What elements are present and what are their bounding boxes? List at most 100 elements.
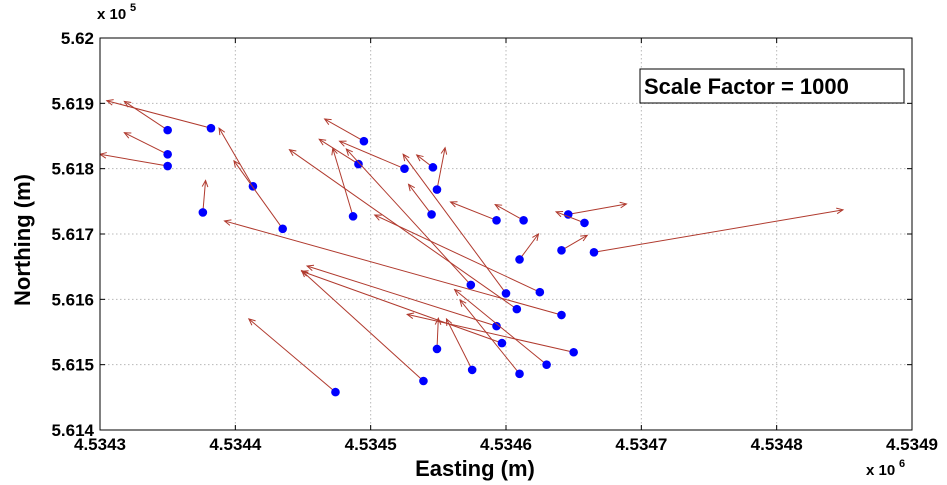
vector <box>494 204 528 225</box>
y-multiplier-exponent: 5 <box>130 2 136 14</box>
vector <box>563 201 628 219</box>
y-tick-label: 5.616 <box>51 290 94 309</box>
y-multiplier-base: x 10 <box>97 6 126 23</box>
vector-arrowhead <box>440 146 448 155</box>
vector-shaft <box>402 153 507 294</box>
vector-shaft <box>224 220 562 316</box>
station-point <box>519 215 528 225</box>
tick-marks <box>99 37 913 431</box>
vector-arrowhead <box>288 149 297 156</box>
vector <box>449 201 501 225</box>
x-tick-label: 4.5348 <box>751 435 803 454</box>
vector-shaft <box>332 148 354 217</box>
vector-arrowhead <box>247 318 256 326</box>
vector-arrowhead <box>300 269 309 278</box>
vector-arrowhead <box>434 317 442 325</box>
station-point <box>198 208 208 217</box>
vector <box>123 100 172 135</box>
vector-shaft <box>301 270 503 344</box>
x-tick-label: 4.5346 <box>480 435 532 454</box>
vector <box>406 312 578 357</box>
vector-arrowhead <box>402 153 410 162</box>
station-point <box>428 163 438 172</box>
vector-arrowhead <box>415 154 424 162</box>
vector-arrowhead <box>836 207 845 215</box>
vector-arrowhead <box>494 204 503 211</box>
vector-arrowhead <box>445 317 453 326</box>
vector-shaft <box>306 265 497 327</box>
vector <box>453 288 551 369</box>
station-point <box>497 338 507 348</box>
vector-shaft <box>374 214 541 293</box>
y-tick-label: 5.614 <box>51 421 94 440</box>
station-point <box>427 210 436 219</box>
vector <box>557 234 589 255</box>
vector-arrowhead <box>233 159 241 168</box>
vector-arrowhead <box>373 214 382 221</box>
vector-shaft <box>519 233 539 260</box>
station-point <box>206 123 216 133</box>
station-point <box>467 365 477 375</box>
x-tick-label: 4.5349 <box>886 435 938 454</box>
annotation-box <box>639 68 905 104</box>
vector-arrowhead <box>580 234 589 242</box>
vector <box>589 207 845 257</box>
vector-arrowhead <box>338 140 347 147</box>
vector-shaft <box>568 203 627 215</box>
station-point <box>563 210 573 219</box>
vector-arrowhead <box>532 233 540 241</box>
vector <box>445 317 477 375</box>
vector-shaft <box>324 118 365 142</box>
vector-arrowhead <box>453 288 462 297</box>
x-tick-labels: 4.5343 4.5344 4.5345 4.5346 4.5347 4.5348 4.53… <box>74 435 938 454</box>
x-tick-label: 4.5345 <box>345 435 397 454</box>
y-tick-label: 5.615 <box>51 356 94 375</box>
vector-shaft <box>450 201 497 221</box>
annotation-text: Scale Factor = 1000 <box>644 74 849 99</box>
vector-arrowhead <box>305 264 315 272</box>
vector <box>123 132 172 159</box>
vector <box>459 299 524 379</box>
vector <box>554 210 589 228</box>
station-point <box>359 136 369 146</box>
station-point <box>512 304 522 314</box>
vector-shaft <box>318 138 359 165</box>
vector-shaft <box>289 149 518 310</box>
y-multiplier: x 10 5 <box>97 2 136 23</box>
x-multiplier-exponent: 6 <box>899 458 905 470</box>
vector-arrowhead <box>407 183 415 192</box>
vector-shaft <box>202 180 207 213</box>
vector-shaft <box>339 140 405 170</box>
vector-shaft <box>100 153 168 167</box>
vector-shaft <box>555 211 585 224</box>
vector-arrowhead <box>554 210 564 218</box>
vector-shaft <box>124 100 168 131</box>
vector-shaft <box>593 209 844 253</box>
station-point <box>432 344 442 354</box>
vector <box>402 153 511 298</box>
vector-arrowhead <box>218 127 226 136</box>
vector-arrowhead <box>406 312 415 319</box>
station-point <box>492 321 501 331</box>
y-tick-label: 5.62 <box>61 29 94 48</box>
vector-arrowhead <box>100 152 107 159</box>
x-multiplier: x 10 6 <box>866 458 905 479</box>
vector <box>318 138 363 169</box>
station-point <box>557 246 566 255</box>
station-point <box>432 185 442 194</box>
vector-shaft <box>454 289 547 366</box>
station-point <box>569 347 578 357</box>
vector <box>323 118 369 146</box>
vector <box>432 317 442 354</box>
vector-shaft <box>106 100 212 129</box>
x-tick-label: 4.5347 <box>615 435 667 454</box>
vector <box>305 264 501 331</box>
vector <box>105 99 216 133</box>
station-point <box>557 310 566 320</box>
station-point <box>163 125 172 135</box>
vector-shaft <box>561 234 588 251</box>
vector <box>100 152 172 171</box>
vector-shaft <box>248 318 336 393</box>
y-tick-label: 5.617 <box>51 225 94 244</box>
